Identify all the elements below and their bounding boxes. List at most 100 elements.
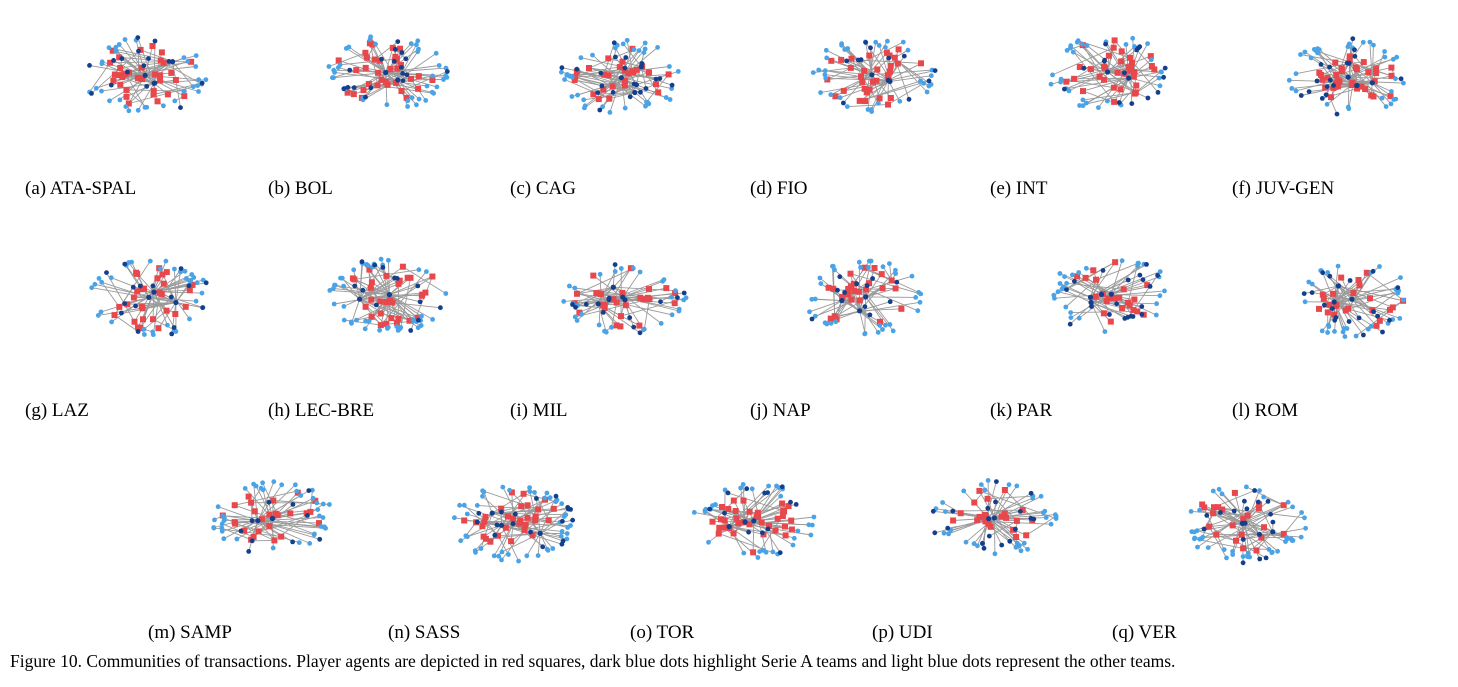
other-team-node bbox=[1393, 76, 1398, 82]
network-edge bbox=[1300, 54, 1350, 64]
player-agent-node bbox=[1373, 70, 1380, 77]
player-agent-node bbox=[164, 91, 171, 98]
serie-a-team-node bbox=[779, 484, 785, 490]
player-agent-node bbox=[847, 64, 854, 71]
network-edge bbox=[847, 104, 889, 108]
hub-team-node bbox=[1105, 69, 1111, 75]
player-agent-node bbox=[1071, 75, 1078, 82]
hub-team-node bbox=[1349, 296, 1355, 302]
player-agent-node bbox=[1367, 295, 1373, 302]
player-agent-node bbox=[1144, 282, 1151, 289]
other-team-node bbox=[597, 271, 603, 277]
other-team-node bbox=[1230, 549, 1235, 554]
hub-team-node bbox=[151, 80, 157, 86]
hub-team-node bbox=[1108, 291, 1114, 297]
player-agent-node bbox=[134, 288, 141, 295]
player-agent-node bbox=[735, 520, 742, 527]
serie-a-team-node bbox=[89, 91, 94, 96]
player-agent-node bbox=[725, 506, 732, 512]
serie-a-team-node bbox=[867, 312, 873, 318]
player-agent-node bbox=[1063, 78, 1070, 85]
player-agent-node bbox=[1211, 504, 1217, 511]
serie-a-team-node bbox=[249, 518, 255, 524]
other-team-node bbox=[1290, 504, 1295, 510]
network-edge bbox=[988, 489, 1006, 519]
serie-a-team-node bbox=[1346, 319, 1352, 324]
serie-a-team-node bbox=[906, 96, 912, 102]
player-agent-node bbox=[918, 60, 924, 67]
network-edge bbox=[213, 527, 282, 538]
network-graph bbox=[1188, 484, 1308, 566]
network-edge bbox=[98, 302, 176, 316]
player-agent-node bbox=[709, 518, 716, 525]
serie-a-team-node bbox=[985, 505, 991, 511]
player-agent-node bbox=[1333, 80, 1339, 87]
other-team-node bbox=[562, 77, 567, 82]
player-agent-node bbox=[825, 284, 832, 291]
player-agent-node bbox=[576, 309, 583, 316]
player-agent-node bbox=[1365, 69, 1372, 76]
player-agent-node bbox=[1120, 286, 1127, 293]
other-team-node bbox=[673, 288, 678, 293]
other-team-node bbox=[741, 550, 747, 556]
serie-a-team-node bbox=[675, 295, 680, 300]
network-edge bbox=[815, 298, 842, 302]
network-edge bbox=[888, 70, 936, 81]
player-agent-node bbox=[1376, 317, 1383, 324]
other-team-node bbox=[1332, 329, 1337, 334]
serie-a-team-node bbox=[360, 287, 366, 293]
other-team-node bbox=[667, 64, 672, 69]
network-edge bbox=[112, 50, 149, 60]
serie-a-team-node bbox=[886, 55, 892, 61]
network-edge bbox=[841, 300, 871, 316]
player-agent-node bbox=[627, 265, 634, 272]
player-agent-node bbox=[1001, 487, 1008, 493]
serie-a-team-node bbox=[391, 59, 397, 64]
other-team-node bbox=[963, 539, 969, 545]
other-team-node bbox=[828, 92, 834, 98]
serie-a-team-node bbox=[887, 299, 893, 305]
hub-team-node bbox=[151, 289, 157, 295]
network-edge bbox=[137, 37, 155, 84]
player-agent-node bbox=[182, 303, 189, 310]
player-agent-node bbox=[646, 286, 652, 293]
player-agent-node bbox=[730, 530, 737, 537]
network-edge bbox=[1369, 42, 1373, 83]
other-team-node bbox=[921, 80, 927, 86]
serie-a-team-node bbox=[765, 526, 771, 532]
other-team-node bbox=[1261, 494, 1266, 500]
player-agent-node bbox=[307, 508, 314, 515]
player-agent-node bbox=[134, 75, 141, 82]
other-team-node bbox=[1188, 509, 1194, 514]
player-agent-node bbox=[1316, 305, 1322, 312]
player-agent-node bbox=[524, 502, 531, 509]
hub-team-node bbox=[620, 294, 626, 300]
network-edge bbox=[1070, 47, 1115, 103]
player-agent-node bbox=[950, 517, 957, 524]
serie-a-team-node bbox=[1028, 490, 1034, 496]
other-team-node bbox=[561, 299, 567, 304]
player-agent-node bbox=[375, 69, 382, 76]
serie-a-team-node bbox=[1240, 537, 1246, 542]
other-team-node bbox=[1038, 493, 1044, 499]
player-agent-node bbox=[1346, 57, 1353, 64]
serie-a-team-node bbox=[1350, 36, 1356, 42]
other-team-node bbox=[423, 98, 429, 103]
other-team-node bbox=[499, 557, 504, 563]
hub-team-node bbox=[489, 510, 495, 516]
player-agent-node bbox=[550, 505, 557, 512]
panel-label-e: (e) INT bbox=[990, 178, 1048, 199]
player-agent-node bbox=[271, 537, 278, 544]
player-agent-node bbox=[1023, 532, 1030, 539]
serie-a-team-node bbox=[809, 316, 815, 322]
player-agent-node bbox=[597, 291, 604, 298]
player-agent-node bbox=[871, 265, 878, 271]
serie-a-team-node bbox=[600, 310, 606, 315]
hub-team-node bbox=[395, 77, 401, 83]
other-team-node bbox=[590, 52, 595, 58]
other-team-node bbox=[559, 529, 565, 534]
other-team-node bbox=[1224, 555, 1229, 561]
other-team-node bbox=[1360, 39, 1366, 45]
player-agent-node bbox=[625, 70, 632, 77]
other-team-node bbox=[98, 309, 104, 315]
